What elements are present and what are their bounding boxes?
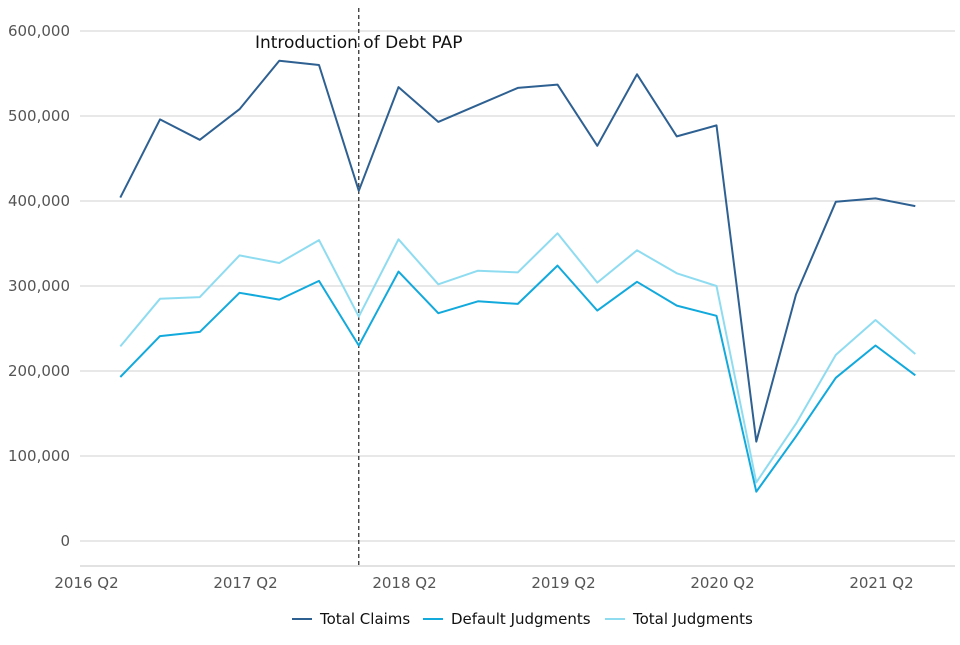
x-tick-label: 2016 Q2: [54, 574, 118, 592]
annotation-layer: Introduction of Debt PAP: [255, 8, 463, 566]
series-layer: [119, 59, 916, 493]
x-tick-label: 2018 Q2: [372, 574, 436, 592]
legend-label: Total Judgments: [632, 610, 753, 628]
y-tick-label: 500,000: [8, 107, 70, 125]
x-tick-label: 2020 Q2: [690, 574, 754, 592]
legend-label: Default Judgments: [451, 610, 591, 628]
series-line-total-claims: [119, 59, 916, 443]
legend: Total Claims Default Judgments Total Judgm…: [292, 610, 753, 628]
x-tick-label: 2017 Q2: [213, 574, 277, 592]
y-tick-label: 0: [60, 532, 70, 550]
axes: 0 100,000 200,000 300,000 400,000 500,000 600,…: [8, 22, 955, 592]
y-tick-label: 300,000: [8, 277, 70, 295]
y-tick-label: 200,000: [8, 362, 70, 380]
x-tick-label: 2019 Q2: [531, 574, 595, 592]
legend-label: Total Claims: [319, 610, 410, 628]
x-tick-label: 2021 Q2: [849, 574, 913, 592]
y-tick-label: 100,000: [8, 447, 70, 465]
y-tick-label: 600,000: [8, 22, 70, 40]
annotation-label: Introduction of Debt PAP: [255, 33, 463, 53]
series-line-default-judgments: [119, 264, 916, 493]
series-line-total-judgments: [119, 232, 916, 484]
gridlines: [80, 30, 955, 542]
y-tick-label: 400,000: [8, 192, 70, 210]
